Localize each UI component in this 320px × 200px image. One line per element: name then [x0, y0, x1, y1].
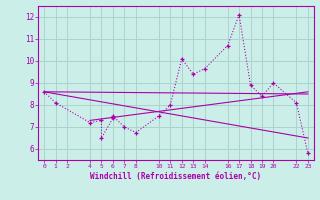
X-axis label: Windchill (Refroidissement éolien,°C): Windchill (Refroidissement éolien,°C): [91, 172, 261, 181]
